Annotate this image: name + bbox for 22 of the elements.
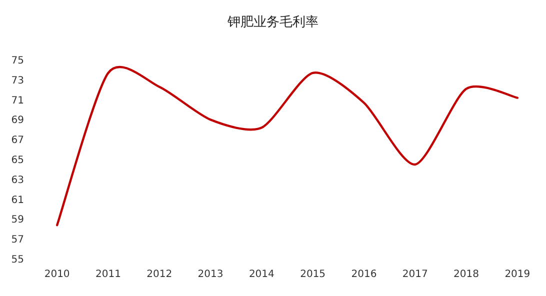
y-tick-label: 69 [11,115,24,126]
y-tick-label: 57 [11,234,24,246]
y-tick-label: 55 [11,254,24,266]
y-tick-label: 67 [11,135,24,146]
x-tick-label: 2010 [44,269,70,280]
y-tick-label: 61 [11,194,24,206]
y-tick-label: 59 [11,214,24,226]
y-tick-label: 71 [11,95,24,106]
y-tick-label: 63 [11,174,24,186]
y-tick-label: 73 [11,75,24,86]
x-tick-label: 2011 [96,269,121,280]
y-tick-label: 75 [11,56,24,66]
x-tick-label: 2017 [402,269,428,280]
x-tick-label: 2016 [351,269,377,280]
x-tick-label: 2018 [454,269,479,280]
chart-title: 钾肥业务毛利率 [226,14,318,30]
x-tick-label: 2012 [146,269,172,280]
x-tick-label: 2019 [504,269,530,280]
x-tick-label: 2014 [248,269,274,280]
x-tick-label: 2015 [300,269,326,280]
y-tick-label: 65 [11,155,24,166]
x-tick-label: 2013 [198,269,224,280]
